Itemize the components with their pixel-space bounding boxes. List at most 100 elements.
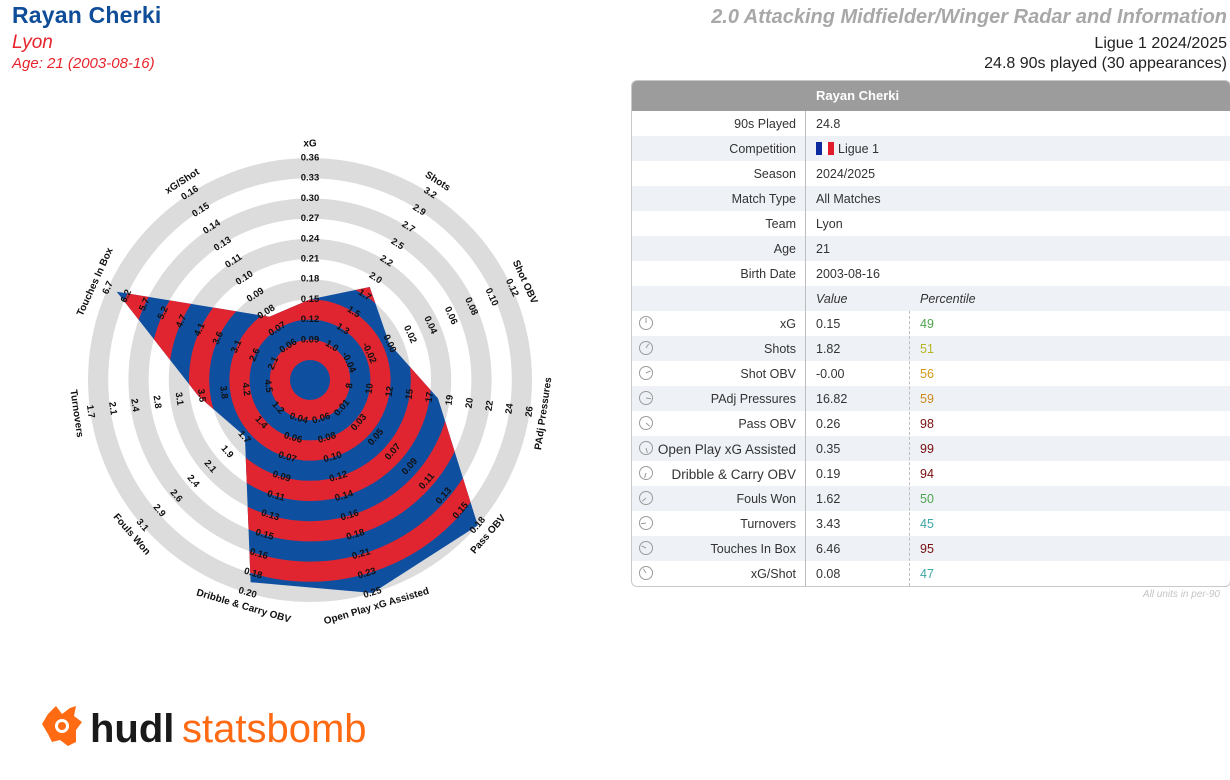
metric-percentile: 49	[920, 317, 934, 331]
radar-tick-label: 4.5	[262, 379, 275, 394]
radar-tick-label: 0.08	[317, 430, 338, 446]
info-row: Age 21	[632, 236, 1230, 261]
metric-value: 1.82	[816, 342, 841, 356]
radar-tick-label: 0.20	[237, 585, 258, 601]
radar-tick-label: 2.6	[247, 347, 262, 364]
radar-tick-label: 0.12	[301, 314, 320, 325]
report-title: 2.0 Attacking Midfielder/Winger Radar an…	[711, 6, 1227, 28]
radar-tick-label: 0.18	[301, 274, 320, 285]
info-value: All Matches	[816, 192, 881, 206]
metric-row: Touches In Box 6.46 95	[632, 536, 1230, 561]
radar-tick-label: 5.7	[137, 296, 152, 313]
metric-row: Open Play xG Assisted 0.35 99	[632, 436, 1230, 461]
info-value: 24.8	[816, 117, 841, 131]
stopwatch-icon	[639, 466, 653, 480]
info-label: Age	[773, 242, 796, 256]
metric-label: xG/Shot	[750, 567, 796, 581]
metric-row: Turnovers 3.43 45	[632, 511, 1230, 536]
radar-tick-label: 0.18	[345, 527, 366, 543]
metric-percentile: 51	[920, 342, 934, 356]
radar-axis-label: xG	[303, 139, 317, 150]
metric-percentile: 45	[920, 517, 934, 531]
radar-tick-label: 0.14	[334, 488, 356, 504]
metric-label: Turnovers	[740, 517, 796, 531]
radar-tick-label: 0.16	[339, 508, 360, 524]
metric-percentile: 98	[920, 417, 934, 431]
radar-tick-label: 0.04	[288, 411, 310, 427]
info-value: 2003-08-16	[816, 267, 880, 281]
radar-band	[189, 287, 432, 502]
team-name: Lyon	[12, 32, 53, 53]
metric-value: 16.82	[816, 392, 848, 406]
column-divider	[805, 111, 806, 586]
radar-tick-label: 0.23	[356, 566, 377, 582]
stopwatch-icon	[639, 341, 653, 355]
radar-tick-label: 0.10	[322, 449, 343, 465]
stopwatch-icon	[639, 366, 653, 380]
radar-tick-label: 26	[524, 406, 536, 418]
stopwatch-icon	[639, 441, 653, 455]
radar-tick-label: 0.21	[301, 254, 320, 265]
radar-tick-label: 0.21	[351, 546, 373, 562]
radar-tick-label: 0.18	[243, 566, 264, 582]
value-column-header: Value	[816, 292, 848, 306]
radar-tick-label: 3.1	[173, 391, 186, 406]
radar-band	[269, 339, 351, 421]
radar-tick-label: 0.02	[401, 324, 419, 345]
info-row: Birth Date 2003-08-16	[632, 261, 1230, 286]
radar-tick-label: 3.6	[211, 330, 226, 347]
stopwatch-icon	[639, 391, 653, 405]
radar-tick-label: 0.09	[301, 334, 320, 345]
info-table: Rayan Cherki 90s Played 24.8 Competition Li…	[631, 80, 1230, 587]
metric-value: 1.62	[816, 492, 841, 506]
france-flag-icon	[816, 142, 834, 155]
metric-value: 0.35	[816, 442, 841, 456]
radar-tick-label: 24	[504, 402, 516, 415]
radar-tick-label: 15	[404, 388, 416, 401]
fox-head-icon	[42, 706, 82, 746]
radar-axis-label: PAdj Pressures	[533, 376, 554, 450]
stopwatch-icon	[639, 541, 653, 555]
metric-value: -0.00	[816, 367, 845, 381]
radar-tick-label: 12	[384, 385, 396, 397]
radar-tick-label: 8	[344, 382, 356, 389]
metric-value: 0.26	[816, 417, 841, 431]
radar-tick-label: 2.4	[128, 398, 141, 413]
metric-row: xG 0.15 49	[632, 311, 1230, 336]
metric-percentile: 95	[920, 542, 934, 556]
metric-label: Touches In Box	[710, 542, 796, 556]
radar-tick-label: 0.11	[266, 488, 287, 504]
metric-label: Shots	[764, 342, 796, 356]
info-row: Match Type All Matches	[632, 186, 1230, 211]
radar-tick-label: 0.06	[283, 430, 304, 446]
metric-percentile: 59	[920, 392, 934, 406]
percentile-column-header: Percentile	[920, 292, 976, 306]
minutes-played-line: 24.8 90s played (30 appearances)	[984, 55, 1227, 72]
metric-row: xG/Shot 0.08 47	[632, 561, 1230, 586]
radar-tick-label: 3.8	[217, 385, 230, 400]
metric-percentile: 50	[920, 492, 934, 506]
metric-value: 0.15	[816, 317, 841, 331]
radar-tick-label: 20	[464, 397, 476, 409]
radar-tick-label: 0.06	[311, 411, 332, 427]
info-value: 2024/2025	[816, 167, 876, 181]
radar-tick-label: 0.15	[301, 294, 320, 305]
table-header: Rayan Cherki	[632, 81, 1230, 111]
metric-label: xG	[780, 317, 796, 331]
radar-tick-label: 0.16	[248, 546, 269, 562]
info-label: Team	[765, 217, 796, 231]
radar-chart: 0.09 0.12 0.15 0.18 0.21 0.24 0.27 0.30 0.33 0.36…	[67, 139, 554, 628]
metric-row: PAdj Pressures 16.82 59	[632, 386, 1230, 411]
radar-tick-label: 5.2	[155, 305, 170, 322]
radar-tick-label: 0.27	[301, 213, 320, 224]
radar-tick-label: 1.7	[84, 404, 97, 419]
info-value: Ligue 1	[816, 142, 879, 156]
metric-row: Fouls Won 1.62 50	[632, 486, 1230, 511]
radar-tick-label: 3.1	[229, 338, 245, 355]
radar-tick-label: 0.07	[277, 449, 298, 465]
logo-text-statsbomb: statsbomb	[182, 707, 367, 751]
competition-season: Ligue 1 2024/2025	[1094, 35, 1227, 52]
radar-band	[229, 299, 391, 461]
radar-tick-label: 10	[364, 383, 376, 395]
metric-label: Shot OBV	[740, 367, 796, 381]
